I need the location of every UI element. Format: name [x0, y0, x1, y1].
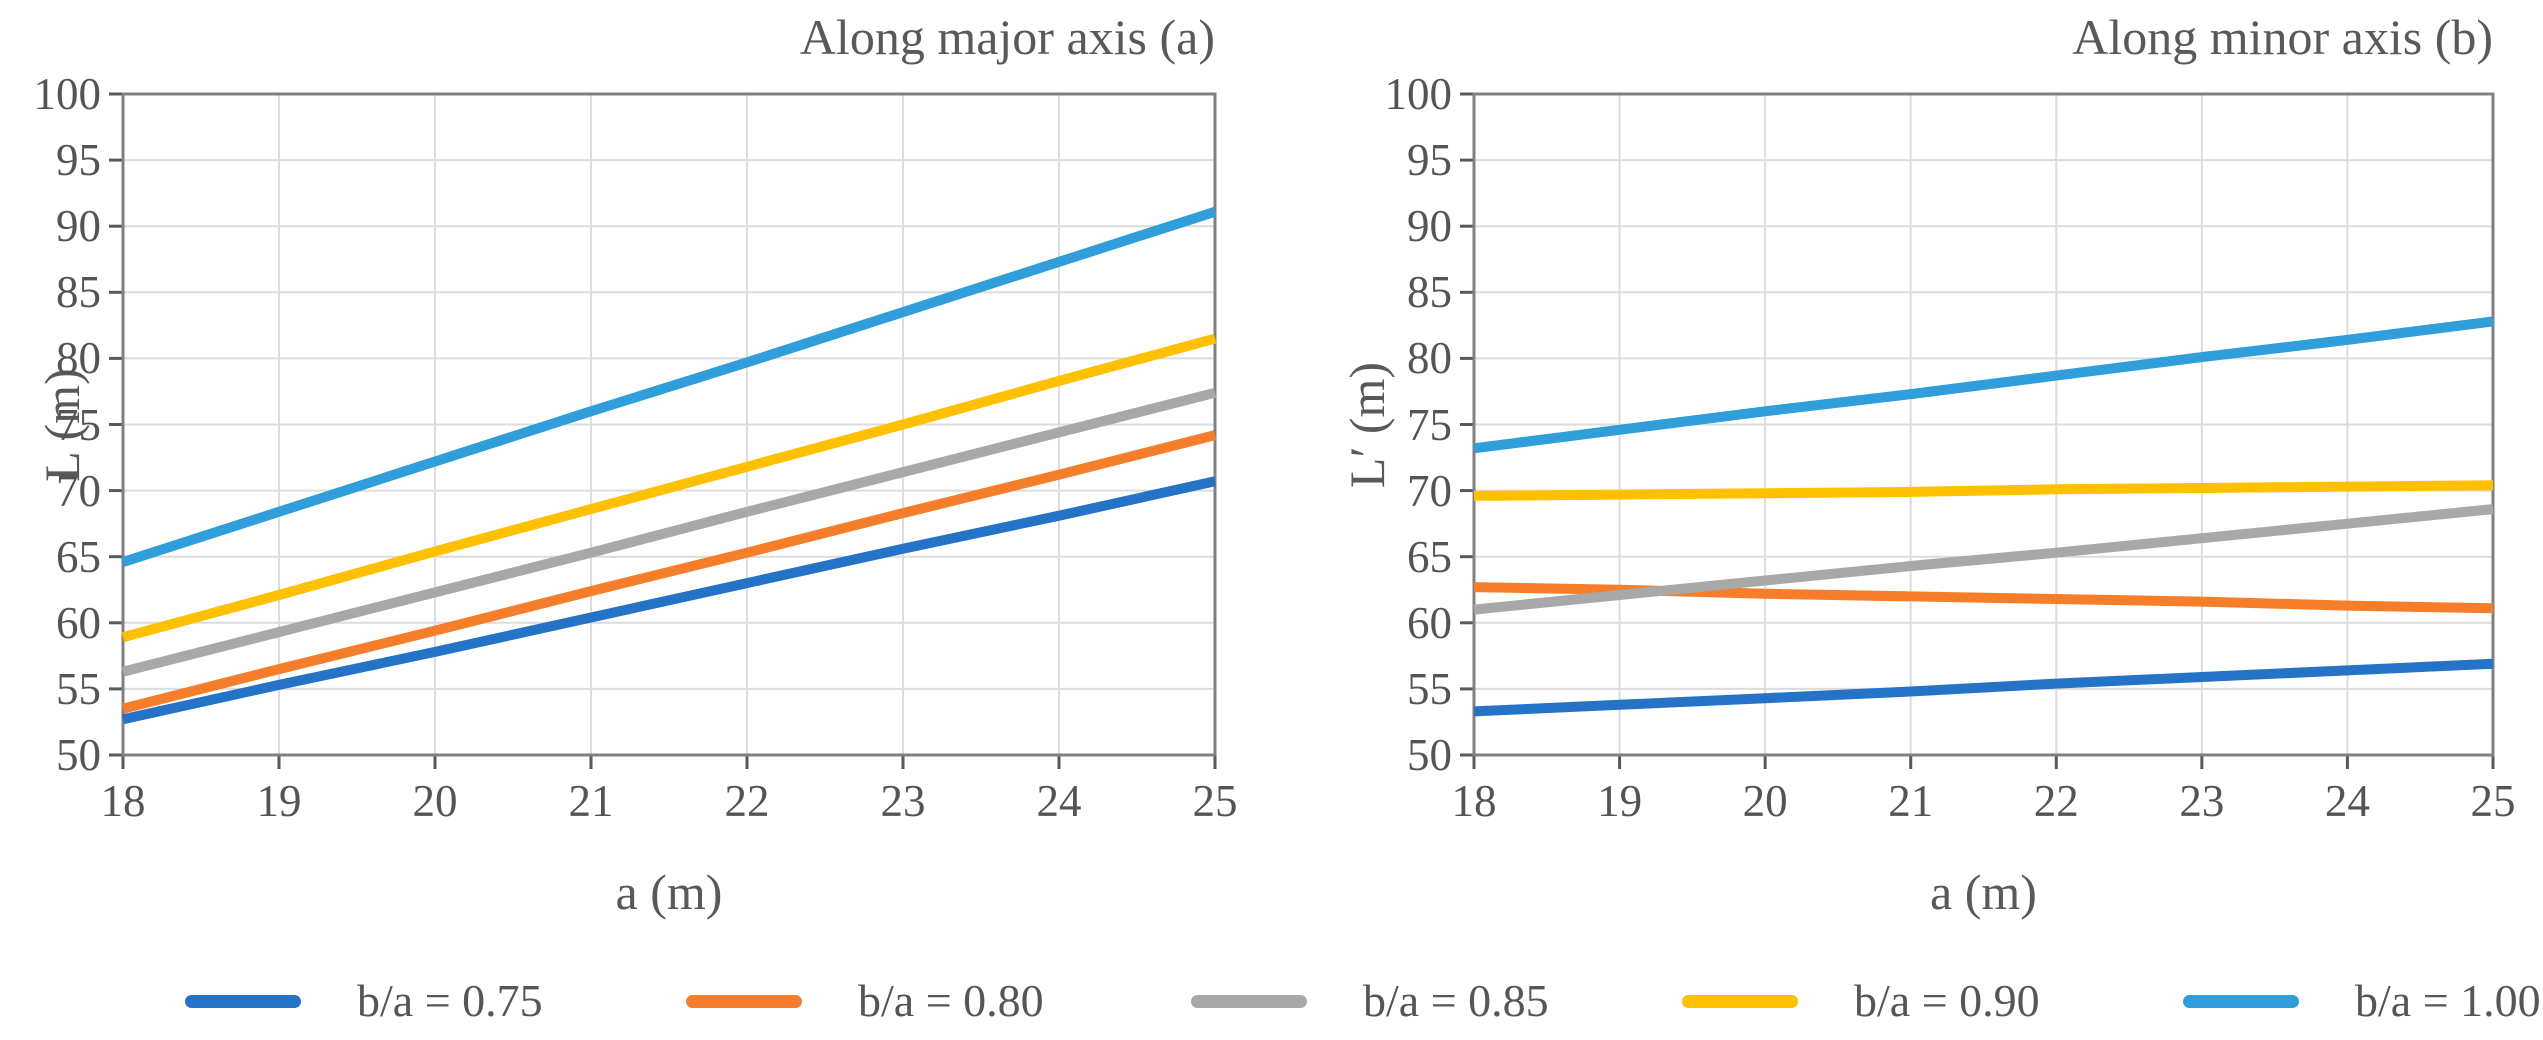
series-line-1.00	[121, 206, 1217, 567]
series-line-0.75	[1473, 658, 2494, 717]
legend-label: b/a = 0.75	[357, 975, 543, 1026]
y-tick-label: 75	[1407, 399, 1452, 450]
x-tick-label: 20	[412, 776, 458, 826]
x-axis-title-minor: a (m)	[1930, 864, 2037, 920]
x-tick-label: 25	[2470, 776, 2516, 826]
y-tick-label: 95	[56, 135, 101, 186]
legend-item: b/a = 0.75	[185, 962, 543, 1040]
y-tick-label: 60	[56, 597, 101, 648]
y-tick-label: 70	[1407, 465, 1452, 516]
chart-panel-minor-axis: Along minor axis (b) L′ (m) a (m) 50 55 60…	[1272, 0, 2543, 940]
x-tick-label: 23	[880, 776, 926, 826]
x-tick-label: 24	[1036, 776, 1082, 826]
y-tick-label: 55	[1407, 663, 1452, 714]
series-line-1.00	[1473, 316, 2494, 454]
x-tick-label: 24	[2324, 776, 2370, 826]
y-tick-label: 65	[1407, 531, 1452, 582]
legend-item: b/a = 1.00	[2183, 962, 2541, 1040]
series-line-0.85	[121, 387, 1217, 677]
y-tick-label: 85	[56, 267, 101, 318]
legend-swatch-icon	[686, 994, 802, 1008]
x-tick-label: 22	[2033, 776, 2079, 826]
x-tick-label: 18	[100, 776, 146, 826]
y-tick-label: 70	[56, 465, 101, 516]
y-tick-label: 80	[1407, 333, 1452, 384]
y-tick-label: 100	[33, 69, 102, 119]
x-tick-label: 21	[1888, 776, 1934, 826]
y-tick-label: 50	[1407, 730, 1452, 780]
plot-area-major	[109, 92, 1217, 769]
y-tick-label: 80	[56, 333, 101, 384]
y-tick-label: 60	[1407, 597, 1452, 648]
legend-label: b/a = 0.80	[858, 975, 1044, 1026]
series-line-0.85	[1473, 504, 2494, 615]
legend-label: b/a = 1.00	[2355, 975, 2541, 1026]
legend: b/a = 0.75 b/a = 0.80 b/a = 0.85 b/a = 0…	[0, 962, 2543, 1040]
legend-item: b/a = 0.90	[1682, 962, 2040, 1040]
chart-panel-major-axis: Along major axis (a) L (m) a (m) 50 55 60 6…	[0, 0, 1271, 940]
legend-item: b/a = 0.80	[686, 962, 1044, 1040]
y-tick-label: 65	[56, 531, 101, 582]
legend-swatch-icon	[2183, 994, 2299, 1008]
chart-title-major: Along major axis (a)	[799, 9, 1215, 65]
legend-label: b/a = 0.85	[1363, 975, 1549, 1026]
x-tick-label: 22	[724, 776, 770, 826]
series-line-0.90	[121, 333, 1217, 643]
x-tick-label: 21	[568, 776, 614, 826]
y-tick-label: 85	[1407, 267, 1452, 318]
legend-swatch-icon	[1682, 994, 1798, 1008]
x-tick-label: 23	[2179, 776, 2225, 826]
x-tick-label: 19	[256, 776, 302, 826]
x-axis-title-major: a (m)	[615, 864, 723, 920]
chart-title-minor: Along minor axis (b)	[2072, 9, 2493, 65]
y-tick-label: 90	[56, 201, 101, 252]
series-line-0.80	[121, 430, 1217, 714]
legend-swatch-icon	[185, 994, 301, 1008]
plot-border	[1472, 92, 2495, 757]
y-tick-label: 90	[1407, 201, 1452, 252]
x-tick-label: 18	[1451, 776, 1497, 826]
legend-label: b/a = 0.90	[1854, 975, 2040, 1026]
y-tick-label: 75	[56, 399, 101, 450]
plot-area-minor	[1460, 92, 2495, 769]
x-tick-label: 25	[1192, 776, 1238, 826]
y-tick-label: 50	[56, 730, 101, 780]
series-line-0.90	[1473, 480, 2494, 501]
x-tick-label: 19	[1597, 776, 1643, 826]
legend-item: b/a = 0.85	[1191, 962, 1549, 1040]
x-tick-label: 20	[1742, 776, 1788, 826]
legend-swatch-icon	[1191, 994, 1307, 1008]
y-tick-label: 95	[1407, 135, 1452, 186]
series-line-0.75	[121, 476, 1217, 725]
plot-border	[121, 92, 1217, 757]
y-tick-label: 100	[1384, 69, 1453, 119]
y-tick-label: 55	[56, 663, 101, 714]
